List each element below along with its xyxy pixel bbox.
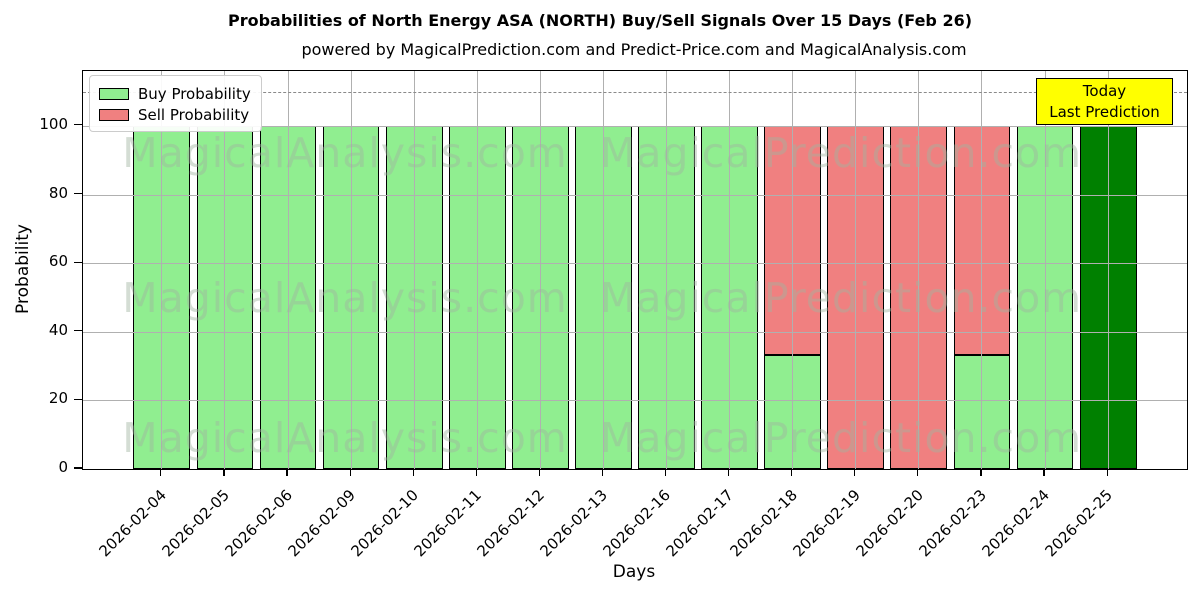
y-tick-label-80: 80 bbox=[48, 183, 68, 202]
x-tick-label-2026-02-05: 2026-02-05 bbox=[158, 486, 233, 561]
y-tick-label-40: 40 bbox=[48, 320, 68, 339]
gridline-y-100 bbox=[83, 125, 1187, 127]
y-tick-mark-60 bbox=[74, 261, 82, 263]
legend-item-sell: Sell Probability bbox=[99, 104, 251, 125]
chart-subtitle: powered by MagicalPrediction.com and Pre… bbox=[301, 40, 967, 59]
y-tick-mark-20 bbox=[74, 398, 82, 400]
x-tick-mark-2026-02-09 bbox=[349, 469, 351, 476]
gridline-x-2026-02-13 bbox=[602, 71, 604, 469]
gridline-x-2026-02-05 bbox=[224, 71, 226, 469]
x-tick-label-2026-02-25: 2026-02-25 bbox=[1041, 486, 1116, 561]
gridline-x-2026-02-16 bbox=[666, 71, 668, 469]
gridline-x-2026-02-11 bbox=[476, 71, 478, 469]
today-annotation-box: Today Last Prediction bbox=[1036, 78, 1173, 125]
gridline-x-2026-02-06 bbox=[287, 71, 289, 469]
today-annotation-line2: Last Prediction bbox=[1049, 102, 1160, 121]
x-tick-label-2026-02-12: 2026-02-12 bbox=[473, 486, 549, 561]
gridline-y-20 bbox=[83, 400, 1187, 402]
x-tick-mark-2026-02-20 bbox=[917, 469, 919, 476]
y-tick-label-100: 100 bbox=[39, 114, 68, 133]
x-tick-label-2026-02-11: 2026-02-11 bbox=[410, 486, 486, 561]
y-tick-mark-100 bbox=[74, 124, 82, 126]
today-annotation-line1: Today bbox=[1082, 81, 1127, 100]
y-tick-label-0: 0 bbox=[58, 458, 68, 476]
legend-item-buy: Buy Probability bbox=[99, 83, 251, 104]
x-tick-label-2026-02-17: 2026-02-17 bbox=[662, 486, 738, 561]
gridline-x-2026-02-12 bbox=[539, 71, 541, 469]
x-axis-label: Days bbox=[612, 562, 656, 582]
watermark-analysis-row3: MagicalAnalysis.com bbox=[122, 414, 568, 462]
gridline-y-80 bbox=[83, 194, 1187, 196]
x-tick-label-2026-02-04: 2026-02-04 bbox=[95, 486, 170, 561]
gridline-x-2026-02-04 bbox=[161, 71, 163, 469]
threshold-dashed-line bbox=[83, 91, 1187, 93]
x-tick-label-2026-02-09: 2026-02-09 bbox=[284, 486, 359, 561]
watermark-prediction-row1: MagicalPrediction.com bbox=[599, 129, 1083, 177]
gridline-x-2026-02-20 bbox=[918, 71, 920, 469]
gridline-x-2026-02-19 bbox=[855, 71, 857, 469]
x-tick-mark-2026-02-11 bbox=[475, 469, 477, 476]
watermark-analysis-row1: MagicalAnalysis.com bbox=[122, 129, 568, 177]
y-tick-mark-80 bbox=[74, 192, 82, 195]
x-tick-mark-2026-02-10 bbox=[412, 469, 414, 476]
x-tick-label-2026-02-06: 2026-02-06 bbox=[221, 486, 296, 561]
x-tick-mark-2026-02-19 bbox=[854, 469, 856, 476]
gridline-y-60 bbox=[83, 263, 1187, 265]
chart-title: Probabilities of North Energy ASA (NORTH… bbox=[227, 11, 973, 30]
x-tick-mark-2026-02-17 bbox=[728, 469, 730, 476]
watermark-prediction-row3: MagicalPrediction.com bbox=[599, 414, 1083, 462]
x-tick-mark-2026-02-12 bbox=[538, 469, 540, 476]
gridline-x-2026-02-24 bbox=[1044, 71, 1046, 469]
watermark-prediction-row2: MagicalPrediction.com bbox=[599, 274, 1083, 322]
x-tick-label-2026-02-18: 2026-02-18 bbox=[726, 486, 801, 561]
x-tick-mark-2026-02-24 bbox=[1043, 469, 1045, 476]
legend-label-sell: Sell Probability bbox=[138, 105, 250, 124]
x-tick-label-2026-02-20: 2026-02-20 bbox=[852, 486, 927, 561]
x-tick-mark-2026-02-05 bbox=[223, 469, 225, 476]
plot-area: MagicalAnalysis.com MagicalPrediction.com… bbox=[82, 70, 1188, 470]
x-tick-label-2026-02-23: 2026-02-23 bbox=[915, 486, 990, 561]
gridline-x-2026-02-17 bbox=[729, 71, 731, 469]
y-tick-label-20: 20 bbox=[48, 389, 68, 408]
gridline-x-2026-02-10 bbox=[413, 71, 415, 469]
gridline-x-2026-02-09 bbox=[350, 71, 352, 469]
legend: Buy Probability Sell Probability bbox=[89, 75, 262, 132]
gridline-x-2026-02-25 bbox=[1107, 71, 1109, 469]
y-tick-label-60: 60 bbox=[48, 252, 68, 271]
gridline-x-2026-02-23 bbox=[981, 71, 983, 469]
x-tick-mark-2026-02-18 bbox=[791, 469, 793, 476]
x-tick-label-2026-02-10: 2026-02-10 bbox=[347, 486, 422, 561]
gridline-x-2026-02-18 bbox=[792, 71, 794, 469]
gridline-y-40 bbox=[83, 331, 1187, 333]
watermark-analysis-row2: MagicalAnalysis.com bbox=[122, 274, 568, 322]
x-tick-mark-2026-02-16 bbox=[664, 469, 667, 476]
x-tick-mark-2026-02-23 bbox=[980, 469, 982, 476]
x-tick-mark-2026-02-13 bbox=[601, 469, 604, 476]
x-tick-mark-2026-02-25 bbox=[1106, 469, 1108, 476]
x-tick-label-2026-02-13: 2026-02-13 bbox=[536, 486, 612, 561]
legend-label-buy: Buy Probability bbox=[138, 84, 251, 103]
x-tick-mark-2026-02-06 bbox=[286, 469, 288, 476]
y-tick-mark-0 bbox=[74, 467, 82, 469]
buy-probability-swatch bbox=[99, 87, 129, 100]
x-tick-mark-2026-02-04 bbox=[160, 469, 162, 476]
y-tick-mark-40 bbox=[74, 330, 82, 332]
sell-probability-swatch bbox=[99, 108, 129, 121]
x-tick-label-2026-02-24: 2026-02-24 bbox=[978, 486, 1053, 561]
